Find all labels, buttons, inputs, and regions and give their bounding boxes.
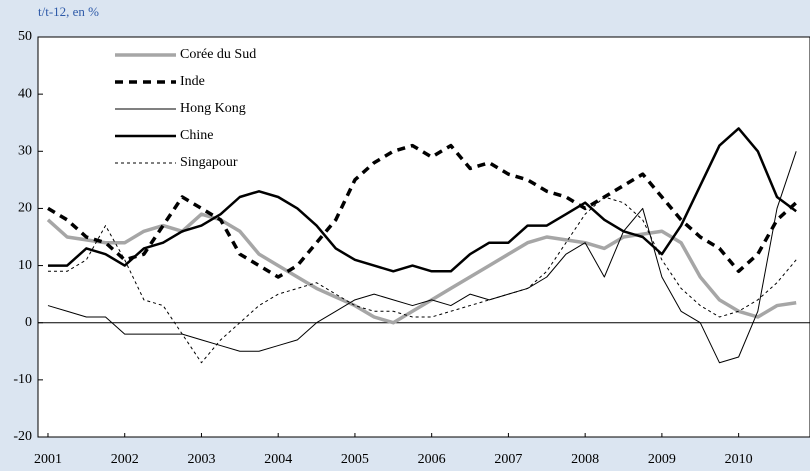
y-tick-label: 40	[18, 86, 32, 101]
plot-area	[37, 36, 810, 438]
x-tick-label: 2004	[264, 452, 292, 467]
y-tick-label: 20	[18, 201, 32, 216]
series-line	[47, 127, 797, 273]
y-tick-label: 30	[18, 144, 32, 159]
series-line	[47, 151, 797, 364]
series-line	[47, 143, 798, 279]
legend-label: Inde	[180, 74, 205, 89]
y-tick-label: -10	[13, 372, 32, 387]
series-line	[47, 196, 797, 364]
x-tick-label: 2008	[571, 452, 599, 467]
y-tick-label: -20	[13, 429, 32, 444]
y-tick-label: 50	[18, 29, 32, 44]
y-tick-label: 10	[18, 258, 32, 273]
x-tick-label: 2001	[34, 452, 62, 467]
chart-title: t/t-12, en %	[38, 4, 99, 19]
legend-label: Chine	[180, 128, 213, 143]
legend-label: Hong Kong	[180, 101, 246, 116]
legend-label: Corée du Sud	[180, 47, 256, 62]
legend-label: Singapour	[180, 155, 238, 170]
x-tick-label: 2009	[648, 452, 676, 467]
x-tick-label: 2003	[187, 452, 215, 467]
x-tick-label: 2007	[494, 452, 522, 467]
y-tick-label: 0	[25, 315, 32, 330]
x-tick-label: 2005	[341, 452, 369, 467]
series-line	[46, 212, 797, 325]
x-tick-label: 2006	[418, 452, 446, 467]
x-tick-label: 2002	[111, 452, 139, 467]
x-tick-label: 2010	[725, 452, 753, 467]
